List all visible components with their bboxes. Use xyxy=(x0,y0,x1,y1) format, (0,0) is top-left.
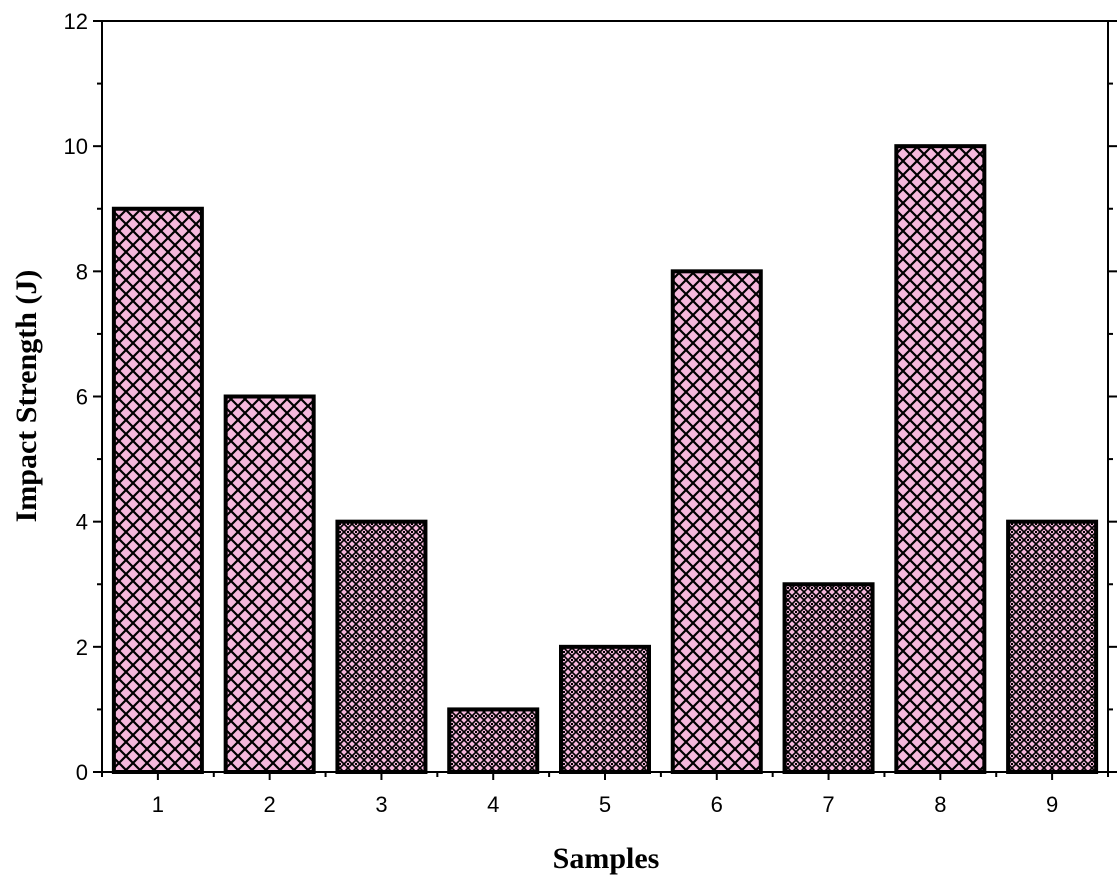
y-tick-label-2: 2 xyxy=(76,635,88,660)
bar-sample-7 xyxy=(782,582,875,774)
y-tick-label-12: 12 xyxy=(64,9,88,34)
x-tick-label-6: 6 xyxy=(711,792,723,817)
bar-sample-4 xyxy=(447,707,540,775)
y-tick-label-0: 0 xyxy=(76,760,88,785)
y-tick-label-10: 10 xyxy=(64,134,88,159)
x-tick-label-9: 9 xyxy=(1046,792,1058,817)
x-tick-label-5: 5 xyxy=(599,792,611,817)
x-tick-label-8: 8 xyxy=(934,792,946,817)
x-tick-label-1: 1 xyxy=(152,792,164,817)
bar-sample-3 xyxy=(335,519,428,775)
x-axis-title: Samples xyxy=(553,842,660,875)
bar-sample-6 xyxy=(670,269,763,774)
bars xyxy=(111,144,1099,775)
y-tick-label-8: 8 xyxy=(76,259,88,284)
bar-sample-1 xyxy=(111,206,204,774)
x-tick-label-4: 4 xyxy=(487,792,499,817)
x-tick-label-3: 3 xyxy=(375,792,387,817)
bar-sample-8 xyxy=(894,144,987,774)
bar-sample-5 xyxy=(559,644,651,774)
x-ticks: 1 2 3 4 5 6 7 8 9 xyxy=(101,772,1109,817)
bar-sample-9 xyxy=(1006,519,1099,775)
bar-sample-2 xyxy=(223,394,316,774)
y-ticks: 0 2 4 6 8 10 12 xyxy=(64,9,1117,785)
x-tick-label-2: 2 xyxy=(264,792,276,817)
y-tick-label-6: 6 xyxy=(76,385,88,410)
y-tick-label-4: 4 xyxy=(76,510,88,535)
y-axis-title: Impact Strength (J) xyxy=(10,270,43,523)
x-tick-label-7: 7 xyxy=(822,792,834,817)
